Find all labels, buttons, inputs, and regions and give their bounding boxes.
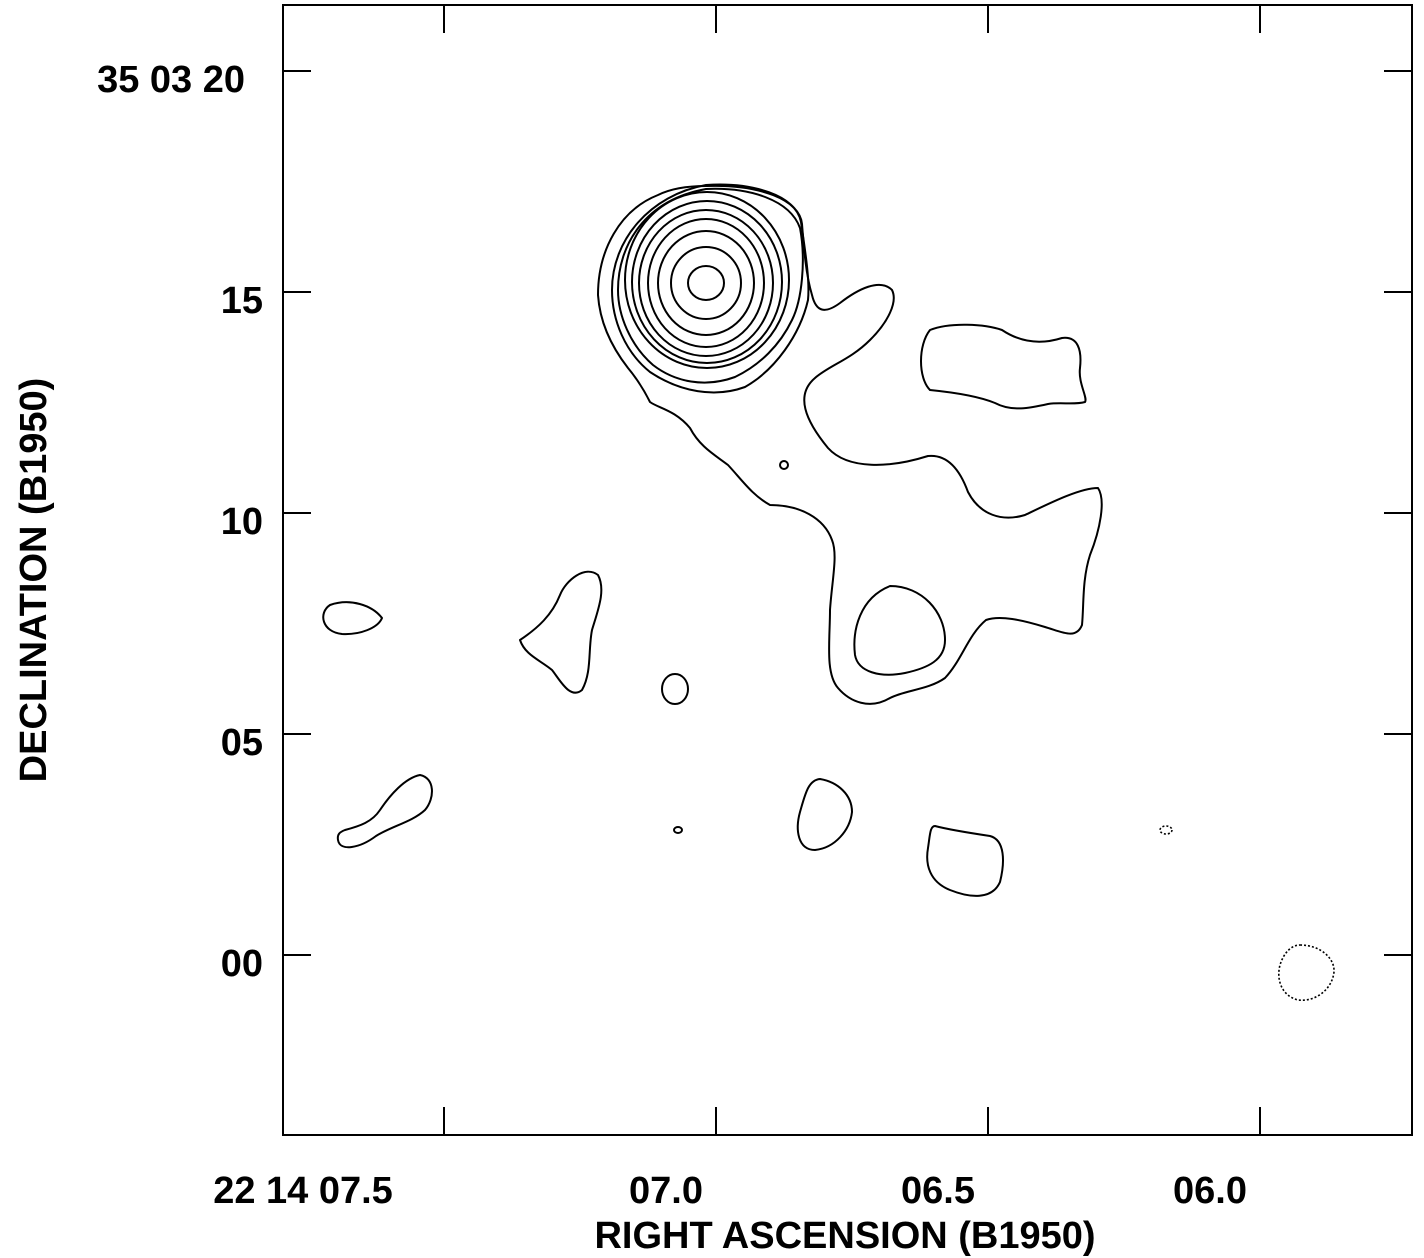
contour-peak-level-4 (624, 191, 790, 369)
contour-peak-level-6 (638, 209, 774, 357)
contour-peak-level-7 (647, 218, 765, 348)
contour-negative-lower-right (1278, 944, 1335, 1001)
x-tick-labels: 22 14 07.5 07.0 06.5 06.0 (213, 1170, 1247, 1212)
y-tick-label-15: 15 (221, 280, 263, 322)
contour-peak-level-5 (631, 200, 783, 364)
contour-extended-emission (597, 184, 1103, 705)
contour-peak-level-8 (657, 230, 755, 336)
contour-island-upper-right (920, 323, 1087, 410)
plot-frame (282, 4, 1413, 1136)
x-axis-title: RIGHT ASCENSION (B1950) (594, 1215, 1095, 1257)
x-tick-label-06.0: 06.0 (1173, 1170, 1247, 1212)
contour-island-lower-1 (336, 774, 433, 849)
y-tick-label-00: 00 (221, 943, 263, 985)
contour-island-left-3 (661, 673, 689, 705)
x-tick-label-06.5: 06.5 (901, 1170, 975, 1212)
contour-small-island-2 (673, 826, 683, 834)
contour-small-island-1 (779, 460, 789, 470)
contour-peak-level-2 (611, 183, 810, 394)
y-tick-label-05: 05 (221, 722, 263, 764)
contour-hole (853, 585, 946, 676)
contour-island-lower-2 (796, 778, 853, 851)
contour-peak-level-3 (617, 187, 804, 384)
y-tick-label-10: 10 (221, 501, 263, 543)
y-axis-title: DECLINATION (B1950) (13, 378, 55, 783)
contour-peak-level-9 (670, 246, 742, 320)
x-tick-label-07.0: 07.0 (629, 1170, 703, 1212)
x-tick-label-07.5: 22 14 07.5 (213, 1170, 393, 1212)
contour-island-left-2 (519, 570, 603, 694)
contour-island-lower-3 (926, 825, 1004, 897)
contour-peak-level-10 (687, 265, 725, 301)
contour-island-left-1 (322, 601, 383, 636)
contours (322, 183, 1335, 1001)
contour-negative-small (1159, 825, 1173, 835)
y-ticks (283, 70, 1412, 956)
y-tick-label-20: 35 03 20 (97, 59, 245, 101)
y-tick-labels: 35 03 20 15 10 05 00 (97, 59, 263, 985)
x-ticks (443, 5, 1261, 1135)
